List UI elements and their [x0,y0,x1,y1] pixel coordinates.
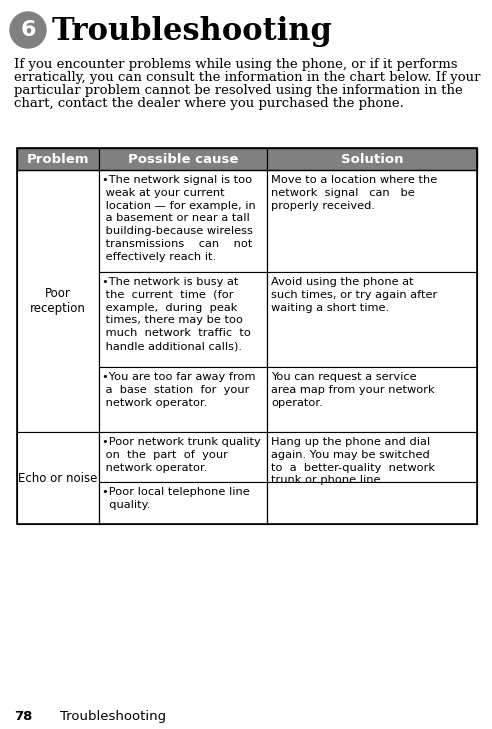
Text: 6: 6 [20,20,36,40]
Text: Solution: Solution [341,152,403,165]
Text: Echo or noise: Echo or noise [18,472,98,485]
Text: Troubleshooting: Troubleshooting [60,710,166,723]
Bar [17,170,99,432]
Bar [99,482,267,524]
Bar [17,148,99,170]
Text: Problem: Problem [27,152,89,165]
Text: 78: 78 [14,710,32,723]
Text: chart, contact the dealer where you purchased the phone.: chart, contact the dealer where you purc… [14,97,404,110]
Text: Avoid using the phone at
such times, or try again after
waiting a short time.: Avoid using the phone at such times, or … [271,277,437,313]
Text: Possible cause: Possible cause [128,152,238,165]
Bar [99,148,267,170]
Text: •You are too far away from
 a  base  station  for  your
 network operator.: •You are too far away from a base statio… [102,372,255,408]
Text: Troubleshooting: Troubleshooting [52,16,333,47]
Text: Poor
reception: Poor reception [30,287,86,315]
Text: •The network is busy at
 the  current  time  (for
 example,  during  peak
 times: •The network is busy at the current time… [102,277,251,351]
Bar [99,432,267,482]
Text: You can request a service
area map from your network
operator.: You can request a service area map from … [271,372,434,408]
Bar [267,367,477,432]
Bar [17,148,477,170]
Text: •The network signal is too
 weak at your current
 location — for example, in
 a : •The network signal is too weak at your … [102,175,256,262]
Bar [99,272,267,367]
Text: •Poor network trunk quality
 on  the  part  of  your
 network operator.: •Poor network trunk quality on the part … [102,437,261,472]
Bar [267,170,477,272]
Text: Move to a location where the
network  signal   can   be
properly received.: Move to a location where the network sig… [271,175,437,211]
Text: erratically, you can consult the information in the chart below. If your: erratically, you can consult the informa… [14,71,481,84]
Bar [267,482,477,524]
Bar [99,170,267,272]
Bar [17,432,99,524]
Bar [267,148,477,170]
Circle shape [10,12,46,48]
Text: particular problem cannot be resolved using the information in the: particular problem cannot be resolved us… [14,84,463,97]
Bar [267,272,477,367]
Bar [99,367,267,432]
Text: Hang up the phone and dial
again. You may be switched
to  a  better-quality  net: Hang up the phone and dial again. You ma… [271,437,435,486]
Text: •Poor local telephone line
  quality.: •Poor local telephone line quality. [102,487,250,510]
Bar [17,148,477,524]
Bar [267,432,477,482]
Text: If you encounter problems while using the phone, or if it performs: If you encounter problems while using th… [14,58,458,71]
